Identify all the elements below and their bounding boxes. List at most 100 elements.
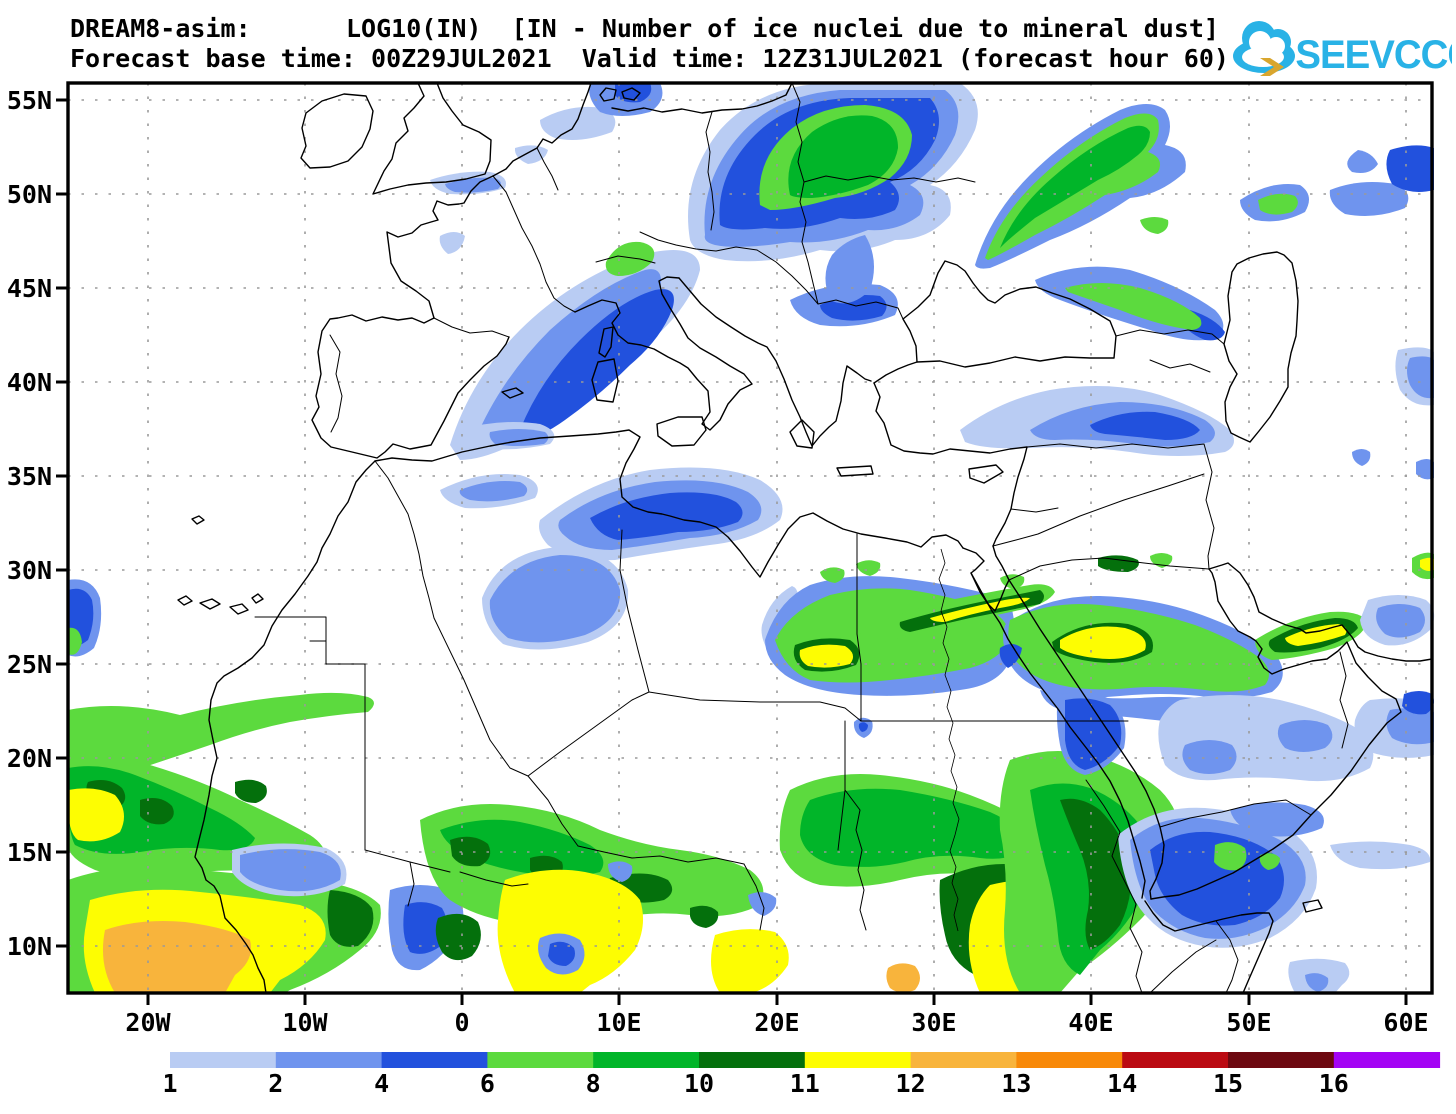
contour-fill bbox=[1065, 283, 1202, 330]
contour-fill bbox=[886, 963, 920, 993]
colorbar-segment bbox=[487, 1052, 594, 1068]
y-axis-label: 10N bbox=[7, 932, 52, 961]
cloud-lightning-icon bbox=[1233, 21, 1295, 76]
island-madeira bbox=[191, 515, 205, 525]
contour-fill bbox=[1150, 831, 1284, 926]
colorbar-segment bbox=[910, 1052, 1017, 1068]
border-senegal bbox=[407, 861, 529, 907]
coastline-balkans-greece bbox=[678, 277, 872, 447]
border-portugal bbox=[329, 334, 343, 433]
border-niger-nigeria bbox=[577, 845, 745, 865]
contour-fill bbox=[459, 481, 528, 502]
border-libya-egypt bbox=[856, 533, 862, 722]
colorbar-label: 11 bbox=[790, 1069, 820, 1098]
contour-fill bbox=[497, 869, 644, 993]
coastline-italy bbox=[574, 276, 753, 431]
contour-fill bbox=[788, 115, 898, 198]
contour-fill bbox=[1098, 555, 1139, 572]
coastline-sinai-redsea-west bbox=[962, 547, 1146, 899]
coastlines-and-borders bbox=[177, 82, 1433, 994]
border-morocco-algeria bbox=[374, 460, 435, 619]
coastline-britain bbox=[372, 82, 492, 195]
contour-fill bbox=[514, 145, 548, 164]
contour-fill bbox=[440, 819, 604, 877]
island-sardinia bbox=[591, 358, 619, 403]
coastline-turkey-west bbox=[873, 361, 918, 384]
border-benelux bbox=[536, 147, 559, 191]
y-axis-label: 25N bbox=[7, 650, 52, 679]
coastline-baltic bbox=[611, 82, 793, 114]
contour-fill bbox=[1305, 973, 1329, 992]
y-axis-label: 20N bbox=[7, 744, 52, 773]
coastline-arabia-south bbox=[1150, 568, 1402, 900]
contour-fill bbox=[1386, 707, 1434, 745]
x-axis-label: 40E bbox=[1068, 1008, 1113, 1037]
colorbar-segment bbox=[1016, 1052, 1123, 1068]
contour-fill bbox=[1285, 624, 1347, 646]
contour-fill bbox=[1386, 145, 1434, 192]
dust-contours bbox=[67, 83, 1435, 993]
border-libya-chad bbox=[648, 691, 862, 722]
contour-fill bbox=[1329, 182, 1409, 216]
contour-fill bbox=[825, 235, 874, 304]
border-nigeria-cameroon bbox=[743, 863, 765, 931]
axis-ticks bbox=[56, 98, 1408, 1005]
contour-fill bbox=[68, 692, 374, 780]
colorbar-label: 1 bbox=[162, 1069, 177, 1098]
contour-fill bbox=[439, 232, 465, 254]
island-sicily bbox=[656, 416, 707, 447]
contour-fill bbox=[605, 241, 655, 276]
border-jordan-iraq bbox=[992, 473, 1205, 547]
coastline-turkey-levant bbox=[873, 382, 1028, 547]
contour-fill bbox=[235, 779, 267, 803]
contour-fill bbox=[711, 929, 789, 993]
colorbar-label: 14 bbox=[1107, 1069, 1137, 1098]
coastline-west-africa bbox=[194, 460, 376, 994]
colorbar-segment bbox=[1333, 1052, 1441, 1068]
colorbar-label: 10 bbox=[684, 1069, 714, 1098]
coastline-caspian bbox=[1223, 251, 1299, 443]
colorbar-segment bbox=[1122, 1052, 1229, 1068]
x-axis-label: 20W bbox=[125, 1008, 171, 1037]
coastline-iberia bbox=[311, 314, 510, 459]
contour-fill bbox=[489, 429, 549, 446]
contour-fill bbox=[800, 788, 1030, 867]
title-line-1: DREAM8-asim: LOG10(IN) [IN - Number of ic… bbox=[70, 14, 1219, 43]
y-axis-label: 15N bbox=[7, 838, 52, 867]
y-axis-label: 30N bbox=[7, 556, 52, 585]
border-central-europe bbox=[639, 231, 758, 252]
islands-canary bbox=[177, 593, 264, 615]
title-line-2: Forecast base time: 00Z29JUL2021 Valid t… bbox=[70, 44, 1229, 73]
colorbar-label: 12 bbox=[896, 1069, 926, 1098]
colorbar-label: 6 bbox=[480, 1069, 495, 1098]
border-belarus-ukraine bbox=[803, 175, 976, 183]
colorbar-label: 8 bbox=[586, 1069, 601, 1098]
coastline-northsea bbox=[492, 82, 592, 177]
border-caucasus bbox=[1115, 329, 1225, 373]
contour-fill bbox=[548, 941, 575, 966]
contour-fill bbox=[1277, 720, 1333, 752]
contour-fill bbox=[489, 555, 621, 643]
colorbar-label: 13 bbox=[1001, 1069, 1031, 1098]
contour-fill bbox=[1258, 193, 1298, 215]
border-chad-sudan bbox=[837, 720, 867, 931]
coastline-persian-gulf-north bbox=[1208, 562, 1433, 662]
contour-fill bbox=[1090, 411, 1200, 440]
island-socotra bbox=[1302, 899, 1323, 913]
coastline-sinai bbox=[970, 572, 1010, 612]
border-sudan-ethiopia bbox=[1085, 779, 1143, 994]
contour-fill bbox=[327, 890, 374, 947]
border-saudi-north bbox=[1008, 557, 1210, 581]
island-crete bbox=[836, 465, 874, 477]
y-axis-label: 55N bbox=[7, 86, 52, 115]
axis-labels: 55N 50N 45N 40N 35N 30N 25N 20N 15N 10N 20W 10W 0 10E… bbox=[7, 86, 1429, 1037]
contour-fill bbox=[1416, 459, 1434, 480]
colorbar-label: 2 bbox=[268, 1069, 283, 1098]
x-axis-label: 10W bbox=[282, 1008, 328, 1037]
variable-title: LOG10(IN) [IN - Number of ice nuclei due… bbox=[346, 14, 1219, 43]
peninsula-peloponnese bbox=[789, 419, 815, 449]
contour-fill bbox=[540, 106, 616, 140]
coastline-north-africa bbox=[374, 429, 964, 578]
